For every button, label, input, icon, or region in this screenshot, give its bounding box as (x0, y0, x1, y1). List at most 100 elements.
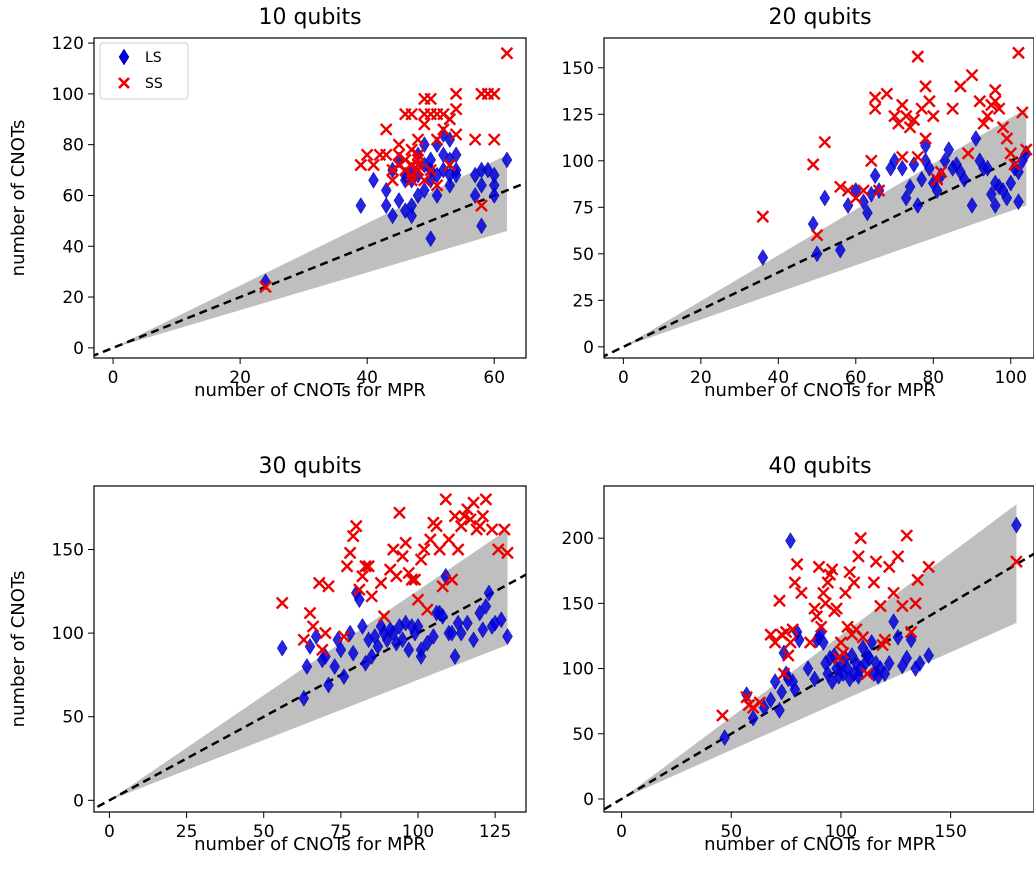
ss-point (825, 563, 839, 576)
ls-point (393, 192, 405, 210)
ls-point (372, 638, 384, 655)
ss-point (904, 625, 918, 639)
ls-point (818, 634, 829, 651)
ls-point (462, 614, 473, 632)
series-ls (719, 516, 1022, 747)
panel-title: 30 qubits (258, 454, 361, 479)
ls-point (347, 644, 359, 662)
ls-point (889, 152, 900, 170)
ss-point (396, 549, 409, 563)
ls-point (329, 658, 340, 676)
ls-point (431, 186, 443, 204)
series-ss (259, 46, 514, 294)
ss-point (430, 519, 443, 533)
ls-point (914, 654, 926, 672)
ls-point (397, 631, 408, 649)
ls-point (357, 617, 368, 635)
ss-point (838, 586, 852, 600)
ss-point (753, 696, 767, 709)
x-tick-label: 0 (108, 368, 119, 388)
ls-point (455, 624, 467, 642)
ss-point (449, 87, 463, 101)
ls-point (1011, 516, 1022, 534)
ss-point (795, 586, 808, 600)
ls-point (757, 249, 769, 267)
ss-point (411, 158, 425, 172)
ss-point (359, 559, 372, 573)
plot-clip (94, 46, 526, 357)
ss-point (896, 599, 909, 613)
ss-point (500, 46, 514, 60)
ss-point (790, 557, 804, 571)
ls-point (406, 207, 417, 225)
ls-point (360, 654, 371, 672)
ls-point (835, 241, 846, 259)
ls-point (403, 641, 415, 659)
ss-point (1012, 46, 1025, 60)
ss-point (911, 50, 925, 63)
ls-point (931, 182, 943, 200)
ss-point (468, 133, 482, 146)
ss-point (386, 543, 400, 556)
ss-point (996, 120, 1010, 134)
ss-point (423, 533, 437, 546)
y-tick-label: 20 (62, 288, 84, 308)
x-axis-label: number of CNOTs for MPR (194, 380, 426, 401)
legend-ls-marker (118, 48, 130, 66)
ls-point (789, 680, 801, 698)
ls-point (380, 197, 392, 215)
ls-point (469, 186, 481, 204)
ss-point (854, 531, 868, 545)
ss-point (443, 158, 457, 172)
ss-point (954, 80, 967, 93)
ss-point (303, 606, 317, 620)
ss-point (833, 180, 847, 194)
ss-point (981, 109, 994, 123)
x-tick-label: 0 (618, 368, 629, 388)
ss-point (417, 543, 431, 556)
plot-clip (604, 46, 1034, 358)
ls-point (323, 676, 334, 694)
ss-point (869, 555, 883, 568)
ss-point (487, 133, 501, 146)
ls-point (476, 217, 487, 235)
ss-point (411, 593, 425, 607)
ss-point (922, 560, 936, 574)
ss-point (443, 112, 457, 126)
x-tick-label: 0 (616, 822, 627, 842)
x-tick-label: 25 (176, 822, 198, 842)
panel-30-qubits: 30 qubits number of CNOTs for MPR number… (8, 454, 527, 855)
ls-point (449, 648, 461, 665)
ss-point (830, 602, 843, 615)
ss-point (973, 94, 987, 108)
ss-point (319, 626, 332, 640)
ss-point (977, 117, 990, 130)
ss-point (449, 128, 463, 141)
y-tick-label: 150 (562, 59, 594, 79)
x-tick-label: 60 (483, 368, 505, 388)
ss-point (911, 573, 925, 587)
ss-point (1008, 158, 1021, 171)
ss-point (909, 597, 922, 610)
ls-point (380, 181, 392, 199)
ss-point (852, 550, 865, 563)
ss-point (411, 133, 425, 146)
ss-point (740, 690, 753, 704)
ss-point (418, 173, 431, 187)
ls-point (444, 176, 456, 194)
ss-point (803, 636, 817, 649)
ls-point (276, 639, 288, 657)
ss-point (362, 559, 375, 573)
ls-point (477, 621, 489, 639)
plot-area: 0 20 40 60 0 20 40 60 80 100 120 (52, 34, 527, 388)
ss-point (306, 620, 320, 633)
ss-point (903, 120, 917, 134)
ss-point (457, 509, 471, 523)
ls-point (474, 604, 486, 622)
ss-point (810, 610, 824, 623)
x-tick-label: 20 (229, 368, 251, 388)
ss-point (337, 630, 351, 643)
ss-point (872, 184, 886, 197)
plot-clip (94, 493, 526, 811)
